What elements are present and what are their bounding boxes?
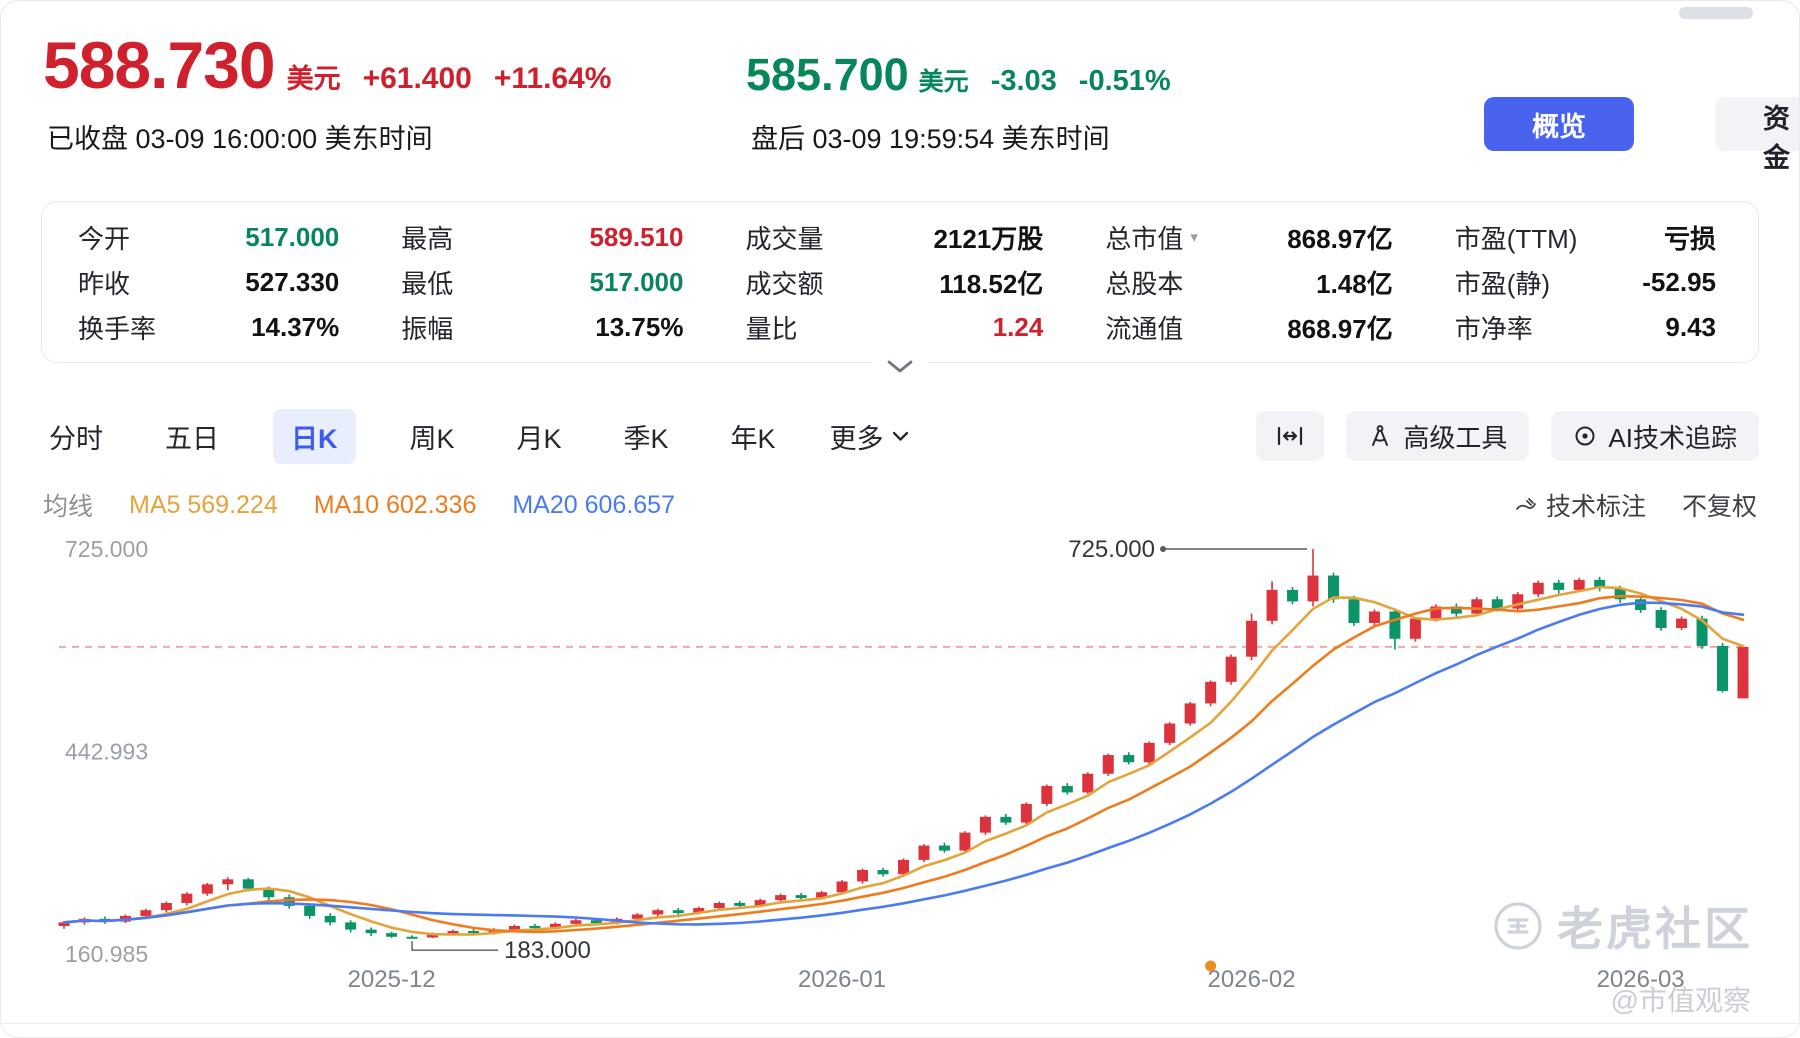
- chart-options: 技术标注 不复权: [1515, 487, 1757, 523]
- currency-label: 美元: [286, 64, 341, 94]
- chevron-down-icon: [892, 431, 909, 442]
- svg-text:160.985: 160.985: [65, 941, 148, 967]
- range-select-button[interactable]: [1256, 411, 1325, 461]
- tab-minute[interactable]: 分时: [49, 423, 103, 454]
- ai-tracking-button[interactable]: AI技术追踪: [1551, 411, 1759, 461]
- tab-daily-k[interactable]: 日K: [273, 408, 356, 464]
- stat-volume: 成交量 2121万股: [745, 223, 1044, 254]
- stat-volume-ratio: 量比 1.24: [745, 311, 1044, 344]
- tab-weekly-k[interactable]: 周K: [409, 423, 455, 454]
- tiger-logo-icon: [1492, 900, 1544, 952]
- stat-prev-close: 昨收 527.330: [78, 266, 340, 299]
- stat-amplitude: 振幅 13.75%: [401, 311, 684, 344]
- chart-toolbar: 高级工具 AI技术追踪: [1256, 411, 1759, 461]
- price-change: +61.400: [362, 62, 472, 95]
- after-hours-change: -3.03: [990, 65, 1057, 97]
- tech-annotation-toggle[interactable]: 技术标注: [1515, 487, 1646, 523]
- stat-market-cap[interactable]: 总市值 ▾ 868.97亿: [1105, 223, 1393, 254]
- ma10-value: MA10 602.336: [313, 490, 477, 519]
- period-tabs: 分时 五日 日K 周K 月K 季K 年K 更多: [41, 408, 909, 464]
- more-dropdown[interactable]: 更多: [830, 417, 909, 456]
- watermark-text: 老虎社区: [1557, 903, 1753, 955]
- stat-turnover-rate: 换手率 14.37%: [78, 311, 340, 344]
- period-row: 分时 五日 日K 周K 月K 季K 年K 更多: [41, 408, 1759, 464]
- svg-text:2026-01: 2026-01: [798, 966, 886, 993]
- after-hours-change-pct: -0.51%: [1078, 65, 1171, 97]
- last-price-block: 588.730 美元 +61.400 +11.64%: [43, 27, 611, 103]
- horizontal-range-icon: [1275, 425, 1305, 447]
- after-hours-currency: 美元: [918, 68, 969, 96]
- ma-prefix-label: 均线: [43, 493, 94, 521]
- ma-legend-row: 均线 MA5 569.224 MA10 602.336 MA20 606.657…: [43, 487, 1757, 523]
- tab-5day[interactable]: 五日: [165, 423, 219, 454]
- adjustment-mode-toggle[interactable]: 不复权: [1681, 493, 1757, 521]
- tab-monthly-k[interactable]: 月K: [516, 423, 562, 454]
- stat-pb: 市净率 9.43: [1454, 311, 1716, 344]
- advanced-tools-button[interactable]: 高级工具: [1346, 411, 1530, 461]
- svg-text:183.000: 183.000: [504, 937, 591, 964]
- tab-quarterly-k[interactable]: 季K: [623, 423, 669, 454]
- watermark-handle: @市值观察: [1610, 985, 1751, 1016]
- after-hours-price: 585.700: [746, 49, 909, 100]
- tab-yearly-k[interactable]: 年K: [730, 423, 776, 454]
- watermark: 老虎社区: [1492, 893, 1753, 959]
- market-status: 已收盘 03-09 16:00:00 美东时间: [47, 124, 433, 154]
- expand-chevron-icon[interactable]: [872, 359, 928, 374]
- ma5-value: MA5 569.224: [129, 490, 278, 519]
- tab-overview[interactable]: 概览: [1484, 97, 1634, 151]
- svg-text:2026-03: 2026-03: [1597, 966, 1685, 993]
- stat-shares: 总股本 1.48亿: [1105, 268, 1393, 299]
- ma-legend: 均线 MA5 569.224 MA10 602.336 MA20 606.657: [43, 487, 675, 523]
- stat-low: 最低 517.000: [401, 266, 684, 299]
- kline-chart[interactable]: 725.000 442.993 160.985 2025-12 2026-01 2026-…: [1, 519, 1799, 1001]
- section-divider: [1, 1023, 1799, 1024]
- tab-funds[interactable]: 资金: [1715, 97, 1799, 173]
- ai-target-icon: [1573, 424, 1597, 448]
- svg-text:725.000: 725.000: [65, 536, 148, 562]
- ma20-value: MA20 606.657: [512, 490, 675, 519]
- stat-high: 最高 589.510: [401, 221, 684, 254]
- caret-down-icon[interactable]: ▾: [1190, 229, 1198, 246]
- stat-pe-static: 市盈(静) -52.95: [1454, 266, 1716, 299]
- price-change-pct: +11.64%: [493, 62, 612, 95]
- annotation-pen-icon: [1515, 496, 1537, 514]
- compass-tool-icon: [1368, 424, 1392, 448]
- stat-float-cap: 流通值 868.97亿: [1105, 313, 1393, 344]
- stats-grid: 今开 517.000 最高 589.510 成交量 2121万股 总市值 ▾ 8…: [42, 202, 1758, 348]
- stat-turnover: 成交额 118.52亿: [745, 268, 1044, 299]
- svg-text:442.993: 442.993: [65, 738, 148, 764]
- after-hours-status: 盘后 03-09 19:59:54 美东时间: [751, 124, 1110, 154]
- stat-open: 今开 517.000: [78, 221, 340, 254]
- svg-text:2026-02: 2026-02: [1208, 966, 1296, 993]
- svg-text:2025-12: 2025-12: [348, 966, 436, 993]
- stat-pe-ttm: 市盈(TTM) 亏损: [1454, 223, 1716, 254]
- svg-text:725.000: 725.000: [1068, 536, 1155, 563]
- scrollbar-thumb[interactable]: [1679, 7, 1753, 19]
- last-price: 588.730: [43, 28, 276, 102]
- after-hours-block: 585.700 美元 -3.03 -0.51%: [746, 49, 1171, 101]
- stats-card: 今开 517.000 最高 589.510 成交量 2121万股 总市值 ▾ 8…: [41, 201, 1759, 363]
